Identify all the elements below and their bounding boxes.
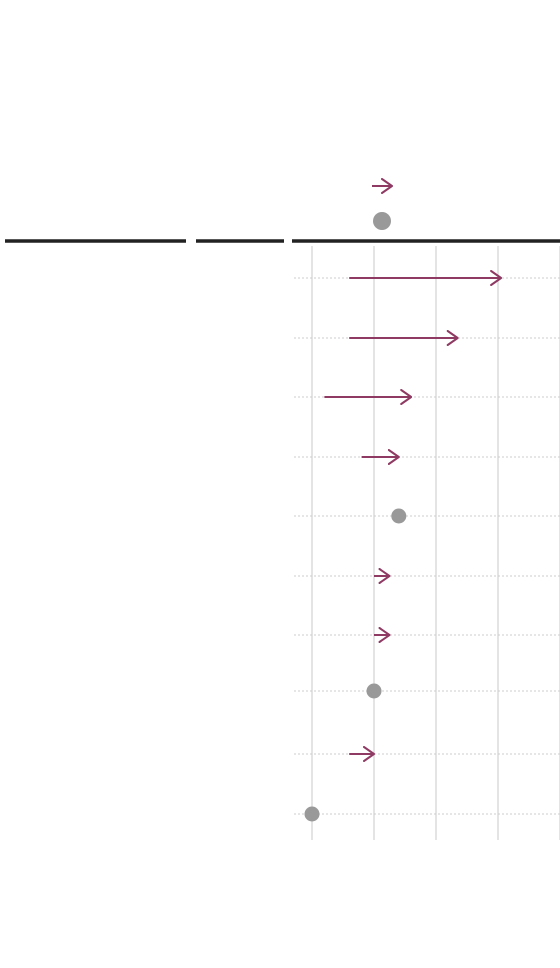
gridlines — [311, 246, 560, 840]
data-marks — [304, 270, 503, 822]
row-7-dot — [366, 683, 382, 699]
row-9-dot — [304, 806, 320, 822]
row-4-dot — [391, 508, 407, 524]
row-guides — [294, 277, 560, 815]
legend-dot-icon — [373, 212, 391, 230]
legend — [372, 178, 393, 230]
